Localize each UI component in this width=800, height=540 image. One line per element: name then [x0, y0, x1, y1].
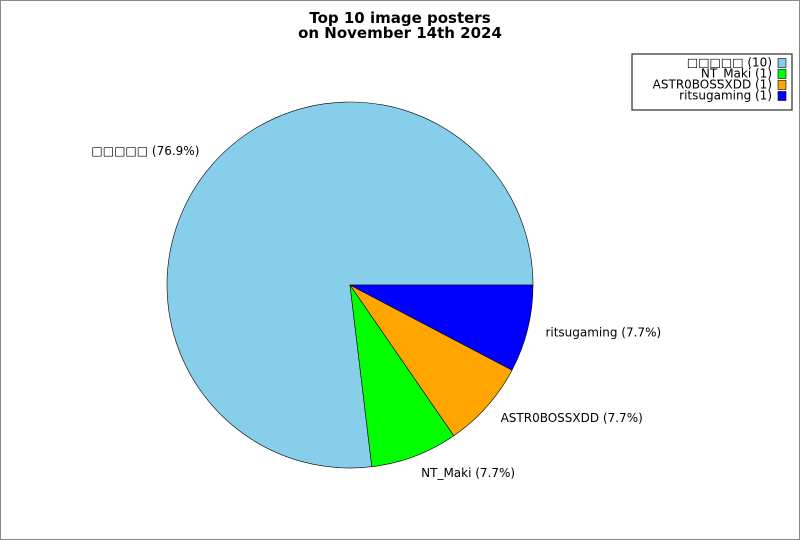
pie-slice [166, 101, 534, 469]
slice-label: □□□□□ (76.9%) [91, 144, 199, 158]
slice-label: NT_Maki (7.7%) [421, 466, 515, 480]
legend-swatch [777, 69, 787, 79]
slice-label: ritsugaming (7.7%) [545, 326, 661, 340]
legend-swatch [777, 91, 787, 101]
legend-swatch [777, 80, 787, 90]
legend-label: □□□□□ (10) [687, 56, 772, 70]
legend-box [631, 53, 793, 111]
legend-label: ASTR0BOSSXDD (1) [653, 78, 772, 92]
legend-label: NT_Maki (1) [701, 67, 772, 81]
chart-title: Top 10 image posters on November 14th 202… [298, 9, 502, 42]
legend-swatch [777, 58, 787, 68]
pie-slice [349, 284, 534, 371]
legend-label: ritsugaming (1) [679, 89, 772, 103]
slice-label: ASTR0BOSSXDD (7.7%) [501, 411, 643, 425]
